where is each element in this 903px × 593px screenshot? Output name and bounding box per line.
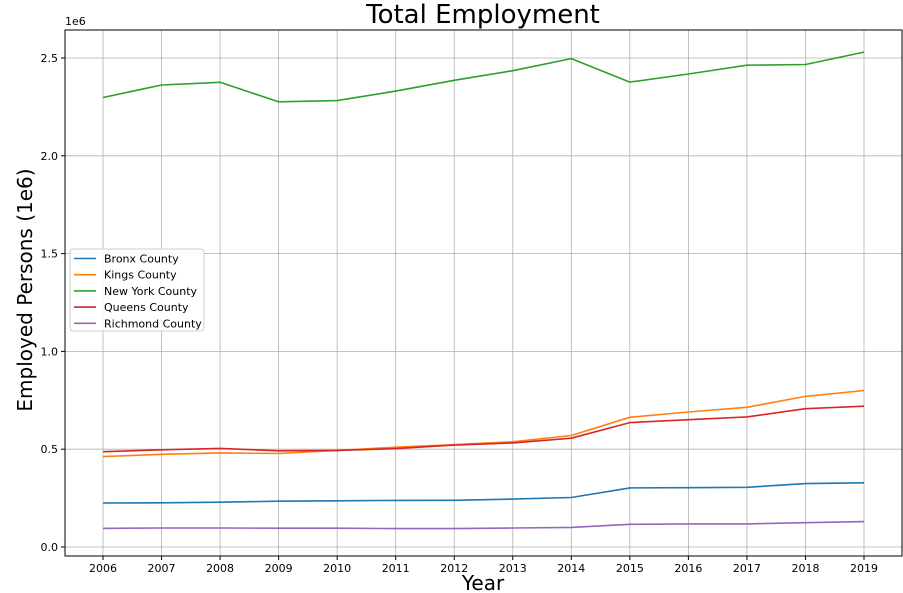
series-layer: [102, 51, 865, 530]
x-tick-label: 2015: [616, 562, 644, 575]
y-tick-label: 2.0: [41, 150, 59, 163]
series-line-queens-county: [102, 405, 865, 453]
legend-label: Queens County: [104, 301, 189, 314]
x-tick-label: 2016: [674, 562, 702, 575]
legend-label: Richmond County: [104, 317, 202, 330]
x-tick-label: 2008: [206, 562, 234, 575]
legend-label: Kings County: [104, 269, 177, 282]
x-tick-label: 2009: [265, 562, 293, 575]
legend-label: Bronx County: [104, 253, 179, 266]
y-axis-label: Employed Persons (1e6): [13, 168, 37, 411]
x-ticks: 2006 2007 2008 2009 2010 2011 2012 2013 2014 2015…: [89, 556, 878, 575]
x-tick-label: 2006: [89, 562, 117, 575]
plot-frame: [64, 29, 903, 557]
y-offset-text: 1e6: [65, 15, 86, 28]
series-line-kings-county: [102, 389, 865, 458]
series-line-richmond-county: [102, 520, 865, 530]
x-tick-label: 2013: [499, 562, 527, 575]
series-line-new-york-county: [102, 51, 865, 103]
legend: Bronx County Kings County New York County Q…: [69, 248, 205, 332]
x-tick-label: 2018: [791, 562, 819, 575]
x-tick-label: 2010: [323, 562, 351, 575]
y-tick-label: 0.5: [41, 443, 59, 456]
legend-box: [69, 248, 205, 332]
y-tick-label: 1.0: [41, 345, 59, 358]
x-tick-label: 2019: [850, 562, 878, 575]
grid-layer: [65, 30, 902, 556]
legend-label: New York County: [104, 285, 198, 298]
x-tick-label: 2012: [440, 562, 468, 575]
x-tick-label: 2007: [148, 562, 176, 575]
y-tick-label: 1.5: [41, 248, 59, 261]
y-tick-label: 2.5: [41, 52, 59, 65]
y-tick-label: 0.0: [41, 541, 59, 554]
x-tick-label: 2011: [382, 562, 410, 575]
series-line-bronx-county: [102, 482, 865, 504]
y-ticks: 0.0 0.5 1.0 1.5 2.0 2.5: [41, 52, 65, 554]
x-tick-label: 2014: [557, 562, 585, 575]
x-axis-label: Year: [461, 571, 505, 593]
chart-title: Total Employment: [365, 0, 600, 30]
x-tick-label: 2017: [733, 562, 761, 575]
